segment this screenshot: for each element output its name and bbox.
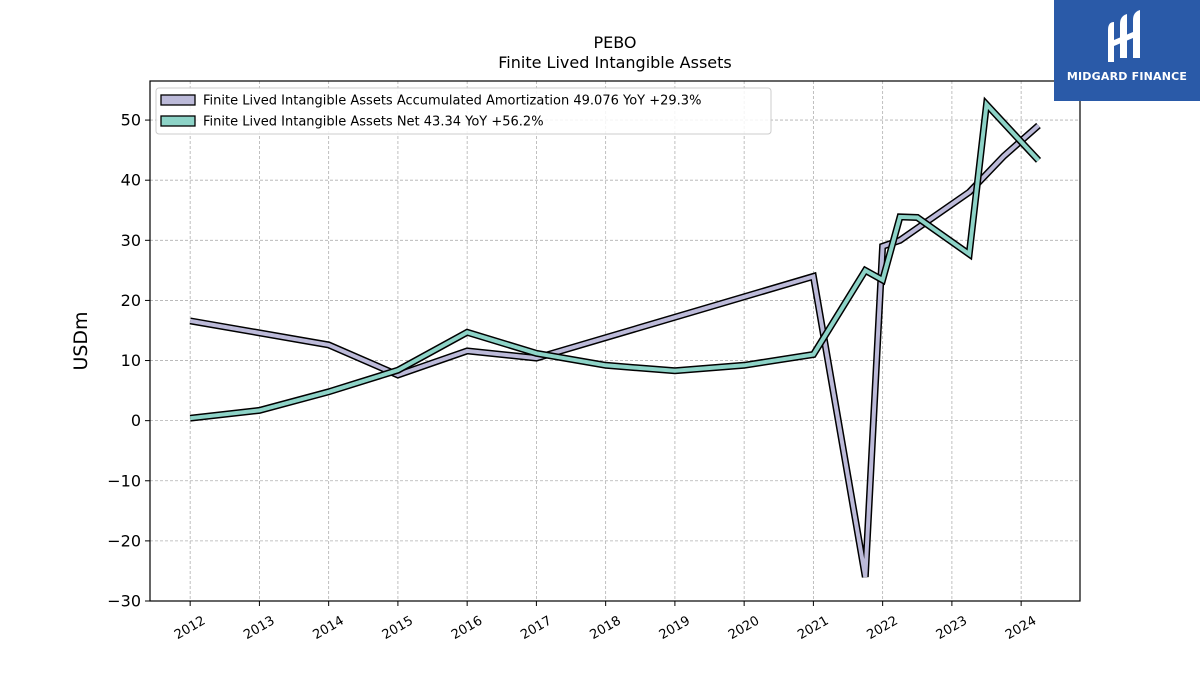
- x-tick-label: 2012: [172, 613, 208, 643]
- y-tick-label: 40: [121, 171, 141, 190]
- legend-swatch-amortization: [160, 94, 196, 106]
- legend: Finite Lived Intangible Assets Accumulat…: [155, 87, 772, 135]
- brand-mark-icon: [1108, 10, 1140, 62]
- series-lines: [189, 96, 1042, 578]
- y-axis-ticks: −30 −20 −10 0 10 20 30 40 50: [107, 111, 150, 611]
- x-tick-label: 2022: [864, 613, 900, 643]
- y-axis-label: USDm: [70, 311, 92, 370]
- chart-subtitle: Finite Lived Intangible Assets: [498, 53, 731, 72]
- y-tick-label: 10: [121, 351, 141, 370]
- series-line-amortization: [189, 123, 1040, 578]
- x-tick-label: 2017: [518, 613, 554, 643]
- x-tick-label: 2019: [657, 613, 693, 643]
- chart-title: PEBO: [593, 33, 636, 52]
- legend-label-net: Finite Lived Intangible Assets Net 43.34…: [203, 115, 544, 130]
- y-tick-label: 30: [121, 231, 141, 250]
- series-line-net-outline: [189, 96, 1042, 422]
- x-tick-label: 2024: [1003, 613, 1039, 643]
- legend-box: [155, 87, 772, 135]
- x-tick-label: 2018: [587, 613, 623, 643]
- legend-label-amortization: Finite Lived Intangible Assets Accumulat…: [203, 94, 701, 109]
- x-tick-label: 2020: [726, 613, 762, 643]
- y-tick-label: 20: [121, 291, 141, 310]
- series-line-amortization-outline: [189, 122, 1041, 578]
- x-axis-ticks: 2012 2013 2014 2015 2016 2017 2018 2019 2020 2021…: [172, 601, 1039, 643]
- legend-swatch-net: [160, 115, 196, 127]
- x-tick-label: 2021: [795, 613, 831, 643]
- x-tick-label: 2014: [310, 613, 346, 643]
- x-tick-label: 2015: [380, 613, 416, 643]
- x-tick-label: 2016: [449, 613, 485, 643]
- x-tick-label: 2013: [241, 613, 277, 643]
- y-tick-label: −20: [107, 531, 141, 550]
- y-tick-label: −10: [107, 471, 141, 490]
- y-tick-label: 50: [121, 111, 141, 130]
- series-line-net: [189, 99, 1040, 421]
- brand-name: MIDGARD FINANCE: [1066, 70, 1188, 83]
- x-tick-label: 2023: [934, 613, 970, 643]
- brand-logo: MIDGARD FINANCE: [1054, 0, 1200, 101]
- plot-area-frame: [149, 80, 1081, 602]
- y-tick-label: −30: [107, 592, 141, 611]
- y-tick-label: 0: [131, 411, 141, 430]
